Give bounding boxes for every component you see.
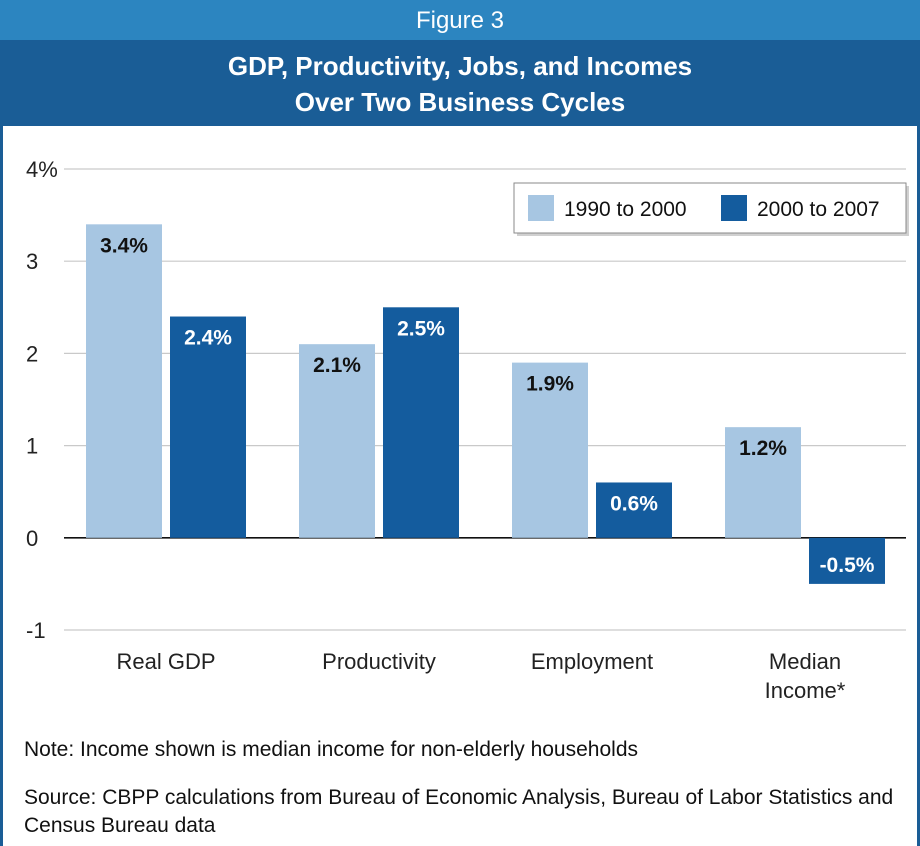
legend-swatch: [721, 195, 747, 221]
y-tick-label: 4%: [26, 157, 58, 182]
x-category-label: Income*: [765, 678, 846, 703]
bar-data-label: 1.2%: [739, 437, 787, 460]
legend-label: 1990 to 2000: [564, 198, 687, 221]
y-tick-label: 3: [26, 249, 38, 274]
y-tick-label: 2: [26, 341, 38, 366]
bar-1990-2000: [725, 427, 801, 538]
legend-label: 2000 to 2007: [757, 198, 880, 221]
bar-2000-2007: [596, 482, 672, 538]
chart-source: Source: CBPP calculations from Bureau of…: [24, 786, 894, 837]
figure-title-banner: GDP, Productivity, Jobs, and Incomes Ove…: [0, 40, 920, 126]
legend-swatch: [528, 195, 554, 221]
x-category-label: Real GDP: [116, 649, 215, 674]
figure-number-banner: Figure 3: [0, 0, 920, 40]
bar-2000-2007: [383, 307, 459, 538]
y-tick-label: -1: [26, 618, 46, 643]
bar-chart: 4% 3 2 1 0 -1 3.4% 2.4% Real GDP 2.1% 2.5% Producti…: [26, 157, 909, 703]
bar-data-label: -0.5%: [820, 554, 875, 577]
bar-data-label: 1.9%: [526, 373, 574, 396]
legend-box: [513, 182, 907, 234]
bar-data-label: 2.4%: [184, 327, 232, 350]
bar-data-label: 0.6%: [610, 492, 658, 515]
y-tick-label: 1: [26, 434, 38, 459]
figure-number: Figure 3: [415, 7, 505, 34]
bar-1990-2000: [299, 344, 375, 538]
x-category-label: Median: [769, 649, 841, 674]
figure-title-line2: Over Two Business Cycles: [294, 87, 626, 117]
y-tick-label: 0: [26, 526, 38, 551]
frame-border-left: [0, 0, 3, 846]
bar-data-label: 3.4%: [100, 234, 148, 257]
bar-data-label: 2.1%: [313, 354, 361, 377]
frame-border-right: [917, 0, 920, 846]
bar-1990-2000: [512, 362, 588, 538]
x-category-label: Employment: [531, 649, 653, 674]
bar-data-label: 2.5%: [397, 317, 445, 340]
chart-note: Note: Income shown is median income for …: [24, 738, 638, 761]
bar-1990-2000: [86, 224, 162, 538]
x-category-label: Productivity: [322, 649, 436, 674]
figure-title-line1: GDP, Productivity, Jobs, and Incomes: [227, 51, 693, 81]
bar-2000-2007: [809, 537, 885, 584]
bar-2000-2007: [170, 316, 246, 538]
